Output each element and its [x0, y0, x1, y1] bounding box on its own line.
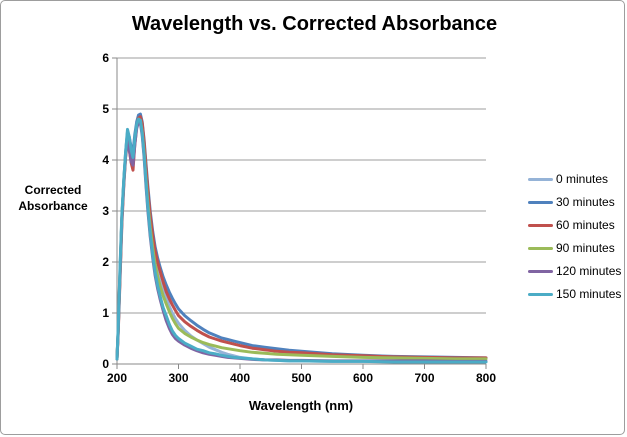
legend-label: 90 minutes — [556, 241, 615, 255]
legend-label: 0 minutes — [556, 172, 609, 186]
x-axis-tick-label-200: 200 — [106, 371, 128, 385]
legend-label: 30 minutes — [556, 195, 615, 209]
legend-label: 150 minutes — [556, 287, 622, 301]
legend-line-swatch — [528, 177, 553, 181]
series-line-150-minutes — [115, 117, 488, 364]
legend-line-swatch — [528, 200, 553, 204]
series-line-90-minutes — [115, 117, 488, 361]
x-axis-tick-label-500: 500 — [291, 371, 312, 385]
legend: 0 minutes 30 minutes 60 minutes 90 minutes 1… — [528, 171, 621, 302]
x-axis-tick-label-600: 600 — [352, 371, 374, 385]
chart-title: Wavelength vs. Corrected Absorbance — [131, 13, 498, 35]
y-axis-tick-label-6: 6 — [102, 51, 109, 65]
x-axis-tick-label-400: 400 — [229, 371, 251, 385]
x-axis-tick-label-300: 300 — [168, 371, 189, 385]
series-line-60-minutes — [115, 115, 488, 361]
legend-item-150-minutes: 150 minutes — [528, 286, 621, 302]
series-line-0-minutes — [115, 115, 488, 363]
legend-item-90-minutes: 90 minutes — [528, 240, 621, 256]
legend-line-swatch — [528, 246, 553, 250]
legend-item-60-minutes: 60 minutes — [528, 217, 621, 233]
legend-line-swatch — [528, 292, 553, 296]
legend-label: 120 minutes — [556, 264, 622, 278]
x-axis-title: Wavelength (nm) — [248, 398, 354, 413]
y-axis-tick-label-0: 0 — [102, 357, 109, 371]
legend-item-120-minutes: 120 minutes — [528, 263, 621, 279]
y-axis-title: Corrected Absorbance — [18, 183, 88, 213]
series-line-30-minutes — [115, 112, 488, 361]
x-axis-tick-label-700: 700 — [414, 371, 435, 385]
series-line-120-minutes — [115, 120, 488, 363]
legend-item-0-minutes: 0 minutes — [528, 171, 621, 187]
legend-line-swatch — [528, 269, 553, 273]
legend-line-swatch — [528, 223, 553, 227]
y-axis-tick-label-2: 2 — [102, 255, 109, 269]
x-axis-tick-label-800: 800 — [475, 371, 497, 385]
y-axis-tick-label-1: 1 — [102, 306, 109, 320]
legend-label: 60 minutes — [556, 218, 615, 232]
y-axis-tick-label-5: 5 — [102, 102, 109, 116]
y-axis-tick-label-4: 4 — [102, 153, 109, 167]
y-axis-tick-label-3: 3 — [102, 204, 109, 218]
legend-item-30-minutes: 30 minutes — [528, 194, 621, 210]
